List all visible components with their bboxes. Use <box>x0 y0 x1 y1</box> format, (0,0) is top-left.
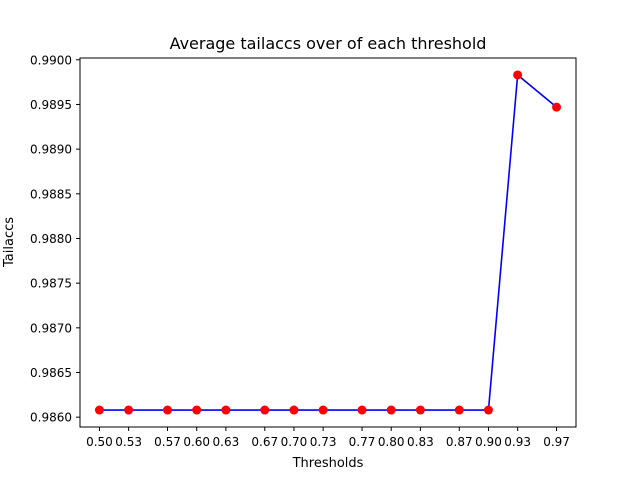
data-point <box>386 405 396 415</box>
x-tick-label: 0.77 <box>349 435 376 449</box>
x-tick-label: 0.83 <box>407 435 434 449</box>
data-point <box>513 70 523 80</box>
x-tick-label: 0.50 <box>86 435 113 449</box>
data-point <box>289 405 299 415</box>
y-tick-label: 0.9870 <box>30 321 72 335</box>
data-point <box>260 405 270 415</box>
data-point <box>415 405 425 415</box>
x-tick-label: 0.73 <box>310 435 337 449</box>
x-tick-label: 0.93 <box>504 435 531 449</box>
data-point <box>318 405 328 415</box>
y-axis-label: Tailaccs <box>2 217 17 268</box>
data-point <box>483 405 493 415</box>
y-tick-label: 0.9875 <box>30 277 72 291</box>
y-tick-label: 0.9885 <box>30 187 72 201</box>
y-tick-label: 0.9895 <box>30 98 72 112</box>
data-point <box>552 102 562 112</box>
y-axis-ticks: 0.9860 0.9865 0.9870 0.9875 0.9880 0.9885 0.98… <box>30 53 80 425</box>
x-tick-label: 0.57 <box>154 435 181 449</box>
y-tick-label: 0.9880 <box>30 232 72 246</box>
data-point <box>163 405 173 415</box>
y-tick-label: 0.9890 <box>30 143 72 157</box>
series-layer <box>94 70 562 415</box>
data-point <box>94 405 104 415</box>
chart-title: Average tailaccs over of each threshold <box>170 34 487 53</box>
data-point <box>124 405 134 415</box>
y-tick-label: 0.9865 <box>30 366 72 380</box>
data-point <box>192 405 202 415</box>
plot-frame <box>79 57 577 428</box>
x-tick-label: 0.97 <box>543 435 570 449</box>
plot-area <box>80 58 576 427</box>
x-tick-label: 0.60 <box>183 435 210 449</box>
data-point <box>454 405 464 415</box>
data-point <box>221 405 231 415</box>
x-tick-label: 0.63 <box>213 435 240 449</box>
x-axis-label: Thresholds <box>292 456 364 471</box>
x-tick-label: 0.70 <box>281 435 308 449</box>
y-tick-label: 0.9900 <box>30 53 72 67</box>
x-axis-ticks: 0.50 0.53 0.57 0.60 0.63 0.67 0.70 0.73 0.77 0.80… <box>86 427 570 449</box>
x-tick-label: 0.90 <box>475 435 502 449</box>
x-tick-label: 0.67 <box>251 435 278 449</box>
y-tick-label: 0.9860 <box>30 411 72 425</box>
x-tick-label: 0.87 <box>446 435 473 449</box>
data-point <box>357 405 367 415</box>
x-tick-label: 0.80 <box>378 435 405 449</box>
x-tick-label: 0.53 <box>115 435 142 449</box>
